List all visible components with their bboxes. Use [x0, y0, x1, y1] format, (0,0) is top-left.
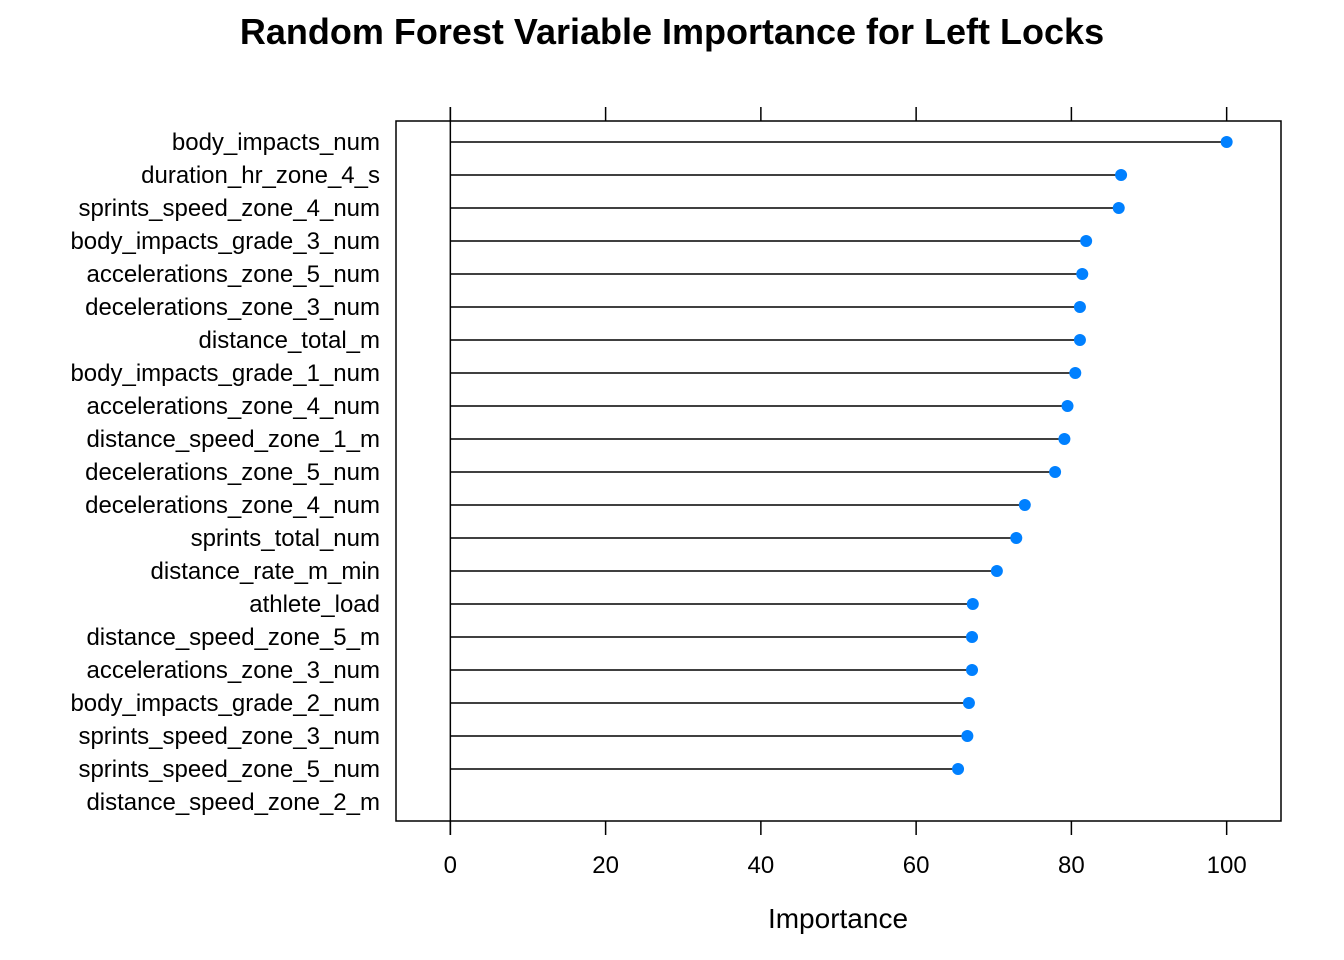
chart-title: Random Forest Variable Importance for Le… [240, 11, 1104, 52]
importance-point [1049, 466, 1062, 478]
variable-label: distance_speed_zone_1_m [86, 426, 380, 453]
variable-label: accelerations_zone_5_num [86, 261, 380, 288]
importance-point [952, 763, 965, 775]
variable-label: sprints_total_num [191, 525, 380, 552]
variable-label: distance_speed_zone_2_m [86, 789, 380, 816]
importance-point [1080, 235, 1093, 247]
variable-label: decelerations_zone_3_num [85, 294, 380, 321]
variable-label: body_impacts_grade_1_num [70, 360, 380, 387]
importance-point [1076, 268, 1089, 280]
importance-point [1073, 301, 1086, 313]
importance-point [1058, 433, 1071, 445]
variable-label: body_impacts_num [172, 129, 380, 156]
variable-label: distance_rate_m_min [151, 558, 380, 585]
variable-label: distance_total_m [199, 327, 380, 354]
variable-label: accelerations_zone_3_num [86, 657, 380, 684]
importance-point [1073, 334, 1086, 346]
importance-point [966, 664, 979, 676]
x-tick-label: 60 [903, 852, 930, 879]
x-axis: 0 20 40 60 80 100 [444, 821, 1247, 879]
variable-label: body_impacts_grade_3_num [70, 228, 380, 255]
importance-points [952, 136, 1233, 775]
x-tick-label: 20 [592, 852, 619, 879]
x-tick-label: 40 [748, 852, 775, 879]
top-axis-ticks [449, 107, 1228, 121]
importance-point [990, 565, 1003, 577]
variable-label: decelerations_zone_4_num [85, 492, 380, 519]
x-tick-label: 80 [1058, 852, 1085, 879]
x-tick-label: 100 [1207, 852, 1247, 879]
importance-point [966, 598, 979, 610]
variable-label: accelerations_zone_4_num [86, 393, 380, 420]
x-axis-title: Importance [768, 903, 908, 934]
importance-point [1061, 400, 1074, 412]
variable-label: duration_hr_zone_4_s [141, 162, 380, 189]
importance-point [1018, 499, 1031, 511]
variable-label: sprints_speed_zone_4_num [78, 195, 380, 222]
importance-point [1069, 367, 1082, 379]
importance-point [1220, 136, 1233, 148]
importance-point [966, 631, 979, 643]
variable-labels: body_impacts_num duration_hr_zone_4_sspri… [70, 129, 380, 816]
variable-label: decelerations_zone_5_num [85, 459, 380, 486]
importance-segments [450, 141, 1227, 770]
variable-label: body_impacts_grade_2_num [70, 690, 380, 717]
plot-frame [395, 120, 1282, 822]
variable-label: sprints_speed_zone_3_num [78, 723, 380, 750]
importance-point [1115, 169, 1128, 181]
importance-point [1112, 202, 1125, 214]
importance-point [961, 730, 974, 742]
variable-label: sprints_speed_zone_5_num [78, 756, 380, 783]
variable-label: athlete_load [249, 591, 380, 618]
x-tick-label: 0 [444, 852, 457, 879]
importance-point [962, 697, 975, 709]
variable-label: distance_speed_zone_5_m [86, 624, 380, 651]
importance-point [1010, 532, 1023, 544]
